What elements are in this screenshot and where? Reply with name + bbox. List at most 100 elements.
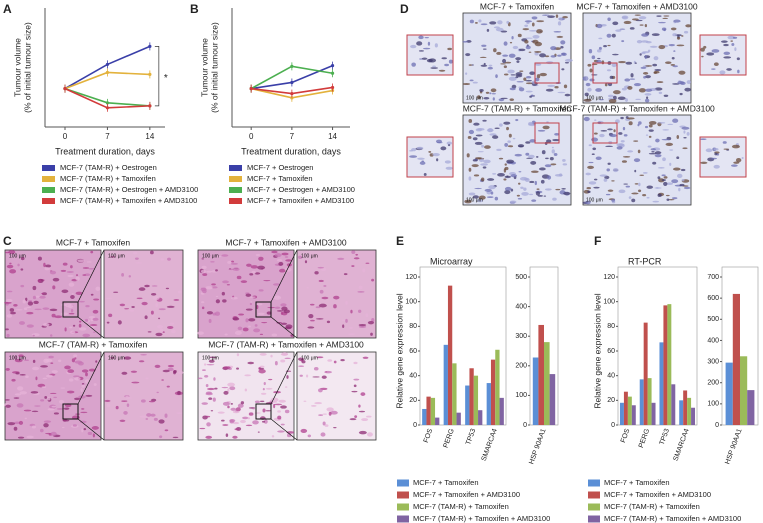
micrograph-texture: [504, 166, 509, 171]
bar: [495, 349, 500, 425]
micrograph-texture: [713, 147, 719, 151]
micrograph-texture: [210, 410, 214, 412]
micrograph-texture: [648, 120, 657, 125]
micrograph-texture: [468, 176, 472, 181]
zoom-box: [62, 403, 79, 420]
micrograph-texture: [638, 182, 641, 187]
micrograph-texture: [281, 252, 289, 256]
micrograph-texture: [343, 273, 348, 276]
micrograph-texture: [503, 65, 507, 69]
micrograph-texture: [337, 257, 345, 260]
micrograph-texture: [652, 161, 657, 165]
micrograph-texture: [631, 198, 636, 203]
micrograph-texture: [262, 387, 265, 391]
zoom-box: [62, 301, 79, 318]
micrograph-texture: [150, 250, 154, 255]
micrograph-texture: [154, 364, 161, 369]
micrograph-texture: [353, 384, 357, 388]
bar: [549, 374, 556, 425]
micrograph-texture: [271, 333, 278, 337]
micrograph-texture: [51, 405, 57, 408]
micrograph-texture: [43, 358, 50, 363]
micrograph-texture: [426, 58, 433, 63]
x-axis-label: Treatment duration, days: [55, 146, 155, 156]
micrograph-texture: [554, 85, 559, 89]
micrograph-texture: [147, 331, 152, 333]
micrograph-texture: [531, 199, 537, 202]
micrograph-texture: [528, 154, 535, 159]
micrograph-texture: [263, 419, 268, 424]
micrograph-texture: [166, 305, 175, 308]
micrograph-texture: [232, 421, 239, 425]
micrograph-texture: [271, 250, 278, 254]
micrograph-texture: [494, 127, 500, 129]
micrograph-texture: [487, 178, 495, 181]
micrograph-texture: [524, 24, 529, 27]
micrograph-texture: [31, 425, 37, 429]
micrograph-texture: [584, 92, 589, 97]
micrograph-texture: [221, 419, 225, 422]
micrograph-texture: [483, 62, 486, 66]
micrograph-texture: [504, 190, 511, 195]
micrograph-texture: [82, 333, 91, 338]
scale-bar: 100 μm: [9, 253, 26, 259]
micrograph-texture: [468, 192, 476, 196]
micrograph-texture: [686, 80, 692, 85]
micrograph-texture: [669, 162, 672, 166]
micrograph-texture: [85, 304, 90, 308]
micrograph-texture: [562, 16, 568, 19]
micrograph-texture: [471, 164, 479, 168]
micrograph-texture: [20, 268, 24, 271]
micrograph-texture: [34, 308, 42, 311]
micrograph-texture: [422, 47, 431, 50]
legend-label: MCF-7 + Tamoxifen: [604, 478, 670, 487]
micrograph-texture: [26, 306, 31, 309]
x-tick-label: 0: [63, 132, 68, 141]
micrograph-texture: [156, 325, 164, 329]
micrograph-texture: [106, 403, 111, 408]
micrograph-texture: [42, 323, 50, 327]
micrograph-texture: [252, 420, 259, 425]
bar: [426, 396, 431, 425]
micrograph-texture: [628, 121, 633, 126]
bar: [683, 390, 688, 425]
micrograph-texture: [586, 187, 591, 190]
micrograph-texture: [42, 377, 48, 380]
micrograph-texture: [214, 387, 218, 390]
micrograph-texture: [557, 54, 562, 57]
micrograph-texture: [478, 195, 486, 200]
micrograph-texture: [41, 292, 44, 295]
y-tick-label: 700: [707, 274, 719, 281]
micrograph-texture: [701, 55, 704, 58]
legend-swatch: [42, 187, 55, 193]
micrograph-texture: [327, 359, 333, 362]
legend-swatch: [42, 165, 55, 171]
micrograph-texture: [206, 270, 212, 273]
micrograph-texture: [536, 74, 541, 79]
micrograph-texture: [44, 267, 51, 271]
micrograph-texture: [298, 365, 305, 368]
micrograph-texture: [92, 433, 95, 438]
micrograph-texture: [60, 312, 69, 316]
micrograph-texture: [638, 88, 646, 93]
micrograph-texture: [258, 369, 266, 374]
zoom-frame: [699, 34, 747, 76]
micrograph-texture: [67, 274, 74, 278]
micrograph-texture: [475, 134, 483, 137]
zoom-frame: [699, 136, 747, 178]
micrograph-texture: [333, 360, 337, 364]
micrograph-texture: [177, 371, 184, 375]
y-tick-label: 0: [523, 422, 527, 429]
micrograph-texture: [491, 93, 496, 95]
micrograph-texture: [4, 399, 10, 401]
y-tick-label: 200: [707, 380, 719, 387]
micrograph-texture: [683, 130, 686, 134]
micrograph-texture: [626, 117, 635, 120]
micrograph-texture: [167, 364, 175, 368]
point: [105, 101, 110, 105]
panel-label: B: [190, 2, 199, 16]
micrograph-texture: [326, 407, 334, 412]
bar: [544, 342, 550, 425]
micrograph-texture: [40, 365, 48, 368]
micrograph-texture: [671, 197, 678, 200]
